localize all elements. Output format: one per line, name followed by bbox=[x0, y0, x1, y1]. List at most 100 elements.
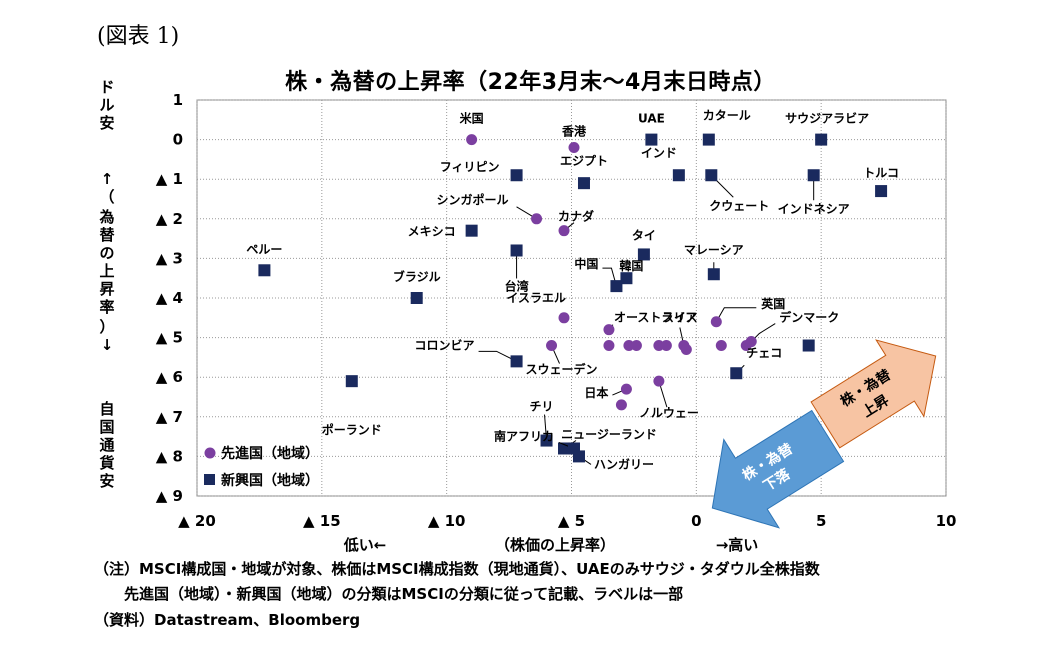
emerging-point bbox=[567, 442, 580, 455]
y-label-arrow-up: ↑（ bbox=[99, 170, 115, 206]
y-tick-label: ▲ 4 bbox=[156, 289, 183, 307]
point-label: スウェーデン bbox=[526, 362, 598, 377]
point-label: 日本 bbox=[584, 385, 608, 400]
y-label-arrow-down: ）↓ bbox=[99, 318, 115, 354]
point-label: カナダ bbox=[558, 209, 594, 224]
point-label: シンガポール bbox=[437, 192, 509, 207]
developed-point bbox=[653, 375, 665, 387]
y-tick-label: 1 bbox=[173, 91, 183, 109]
point-label: 英国 bbox=[761, 296, 785, 311]
y-label-middle: 為替の上昇率 bbox=[99, 208, 115, 316]
y-tick-label: ▲ 1 bbox=[156, 170, 183, 188]
point-label: 中国 bbox=[574, 256, 598, 271]
emerging-point bbox=[465, 224, 478, 237]
point-label: オーストラリア bbox=[614, 311, 697, 325]
y-tick-label: ▲ 7 bbox=[156, 408, 183, 426]
point-label: デンマーク bbox=[779, 310, 839, 325]
emerging-point bbox=[620, 272, 633, 285]
point-label: タイ bbox=[632, 228, 656, 242]
point-label: ニュージーランド bbox=[561, 427, 657, 441]
developed-point bbox=[558, 312, 570, 324]
point-label: チリ bbox=[530, 400, 554, 414]
point-label: インドネシア bbox=[778, 202, 850, 216]
emerging-point bbox=[258, 264, 271, 277]
emerging-point bbox=[510, 244, 523, 257]
point-label: コロンビア bbox=[415, 337, 475, 352]
x-axis-title: （株価の上昇率） bbox=[495, 536, 615, 554]
developed-point bbox=[568, 142, 580, 154]
emerging-point bbox=[730, 367, 743, 380]
emerging-point bbox=[705, 169, 718, 182]
arrow-up-right bbox=[810, 339, 937, 449]
x-axis-low-label: 低い← bbox=[343, 536, 387, 554]
x-tick-label: 0 bbox=[691, 512, 701, 530]
developed-point bbox=[680, 343, 692, 355]
point-label: ノルウェー bbox=[639, 406, 699, 420]
emerging-point bbox=[345, 375, 358, 388]
emerging-point bbox=[802, 339, 815, 352]
point-label: フィリピン bbox=[440, 160, 500, 174]
arrow-down-shape bbox=[711, 409, 845, 529]
emerging-point bbox=[577, 177, 590, 190]
point-label: 台湾 bbox=[505, 278, 529, 293]
point-label: イスラエル bbox=[506, 291, 566, 305]
point-label: マレーシア bbox=[684, 243, 744, 257]
developed-point bbox=[603, 340, 615, 352]
point-label: インド bbox=[641, 146, 677, 160]
point-label: 南アフリカ bbox=[494, 428, 554, 443]
label-leader-line bbox=[715, 307, 757, 323]
emerging-point bbox=[702, 133, 715, 146]
point-label: トルコ bbox=[863, 166, 899, 180]
developed-point bbox=[630, 340, 642, 352]
emerging-point bbox=[807, 169, 820, 182]
x-tick-label: 5 bbox=[816, 512, 826, 530]
point-label: スイス bbox=[662, 311, 698, 325]
point-label: ブラジル bbox=[393, 269, 441, 284]
developed-point bbox=[615, 399, 627, 411]
legend-emerging-label: 新興国（地域） bbox=[221, 472, 319, 489]
emerging-point bbox=[540, 434, 553, 447]
point-label: 米国 bbox=[460, 111, 484, 126]
point-label: UAE bbox=[638, 112, 665, 126]
x-axis-high-label: →高い bbox=[716, 536, 759, 554]
developed-point bbox=[546, 340, 558, 352]
y-tick-label: ▲ 2 bbox=[156, 210, 183, 228]
note-line: 先進国（地域）・新興国（地域）の分類はMSCIの分類に従って記載、ラベルは一部 bbox=[94, 585, 684, 603]
legend-emerging-marker bbox=[204, 474, 215, 485]
y-tick-label: ▲ 3 bbox=[156, 249, 183, 267]
developed-point bbox=[620, 383, 632, 395]
developed-point bbox=[466, 134, 478, 146]
x-tick-label: ▲ 5 bbox=[558, 512, 585, 530]
point-label: ペルー bbox=[246, 242, 282, 256]
x-tick-label: ▲ 10 bbox=[428, 512, 466, 530]
emerging-point bbox=[510, 355, 523, 368]
emerging-point bbox=[815, 133, 828, 146]
y-tick-label: 0 bbox=[173, 131, 183, 149]
label-leader-line bbox=[478, 350, 517, 362]
point-label: カタール bbox=[703, 109, 751, 123]
point-label: ポーランド bbox=[322, 422, 382, 437]
emerging-point bbox=[672, 169, 685, 182]
legend-developed-marker bbox=[204, 447, 216, 459]
emerging-point bbox=[637, 248, 650, 261]
point-label: クウェート bbox=[709, 199, 769, 213]
y-label-bottom: 自国通貨安 bbox=[99, 400, 115, 490]
point-label: メキシコ bbox=[408, 225, 456, 239]
emerging-point bbox=[610, 280, 623, 293]
point-label: 香港 bbox=[561, 124, 587, 139]
y-tick-label: ▲ 5 bbox=[156, 329, 183, 347]
y-label-top: ドル安 bbox=[99, 78, 115, 132]
point-label: チェコ bbox=[746, 346, 782, 360]
x-tick-label: ▲ 20 bbox=[178, 512, 216, 530]
arrow-down-left bbox=[711, 409, 845, 529]
developed-point bbox=[715, 340, 727, 352]
x-tick-label: ▲ 15 bbox=[303, 512, 341, 530]
emerging-point bbox=[510, 169, 523, 182]
arrow-up-shape bbox=[810, 339, 937, 449]
y-tick-label: ▲ 8 bbox=[156, 447, 183, 465]
emerging-point bbox=[875, 185, 888, 198]
point-label: ハンガリー bbox=[594, 456, 654, 471]
developed-point bbox=[660, 340, 672, 352]
note-line: （注）MSCI構成国・地域が対象、株価はMSCI構成指数（現地通貨）、UAEのみ… bbox=[94, 560, 820, 578]
